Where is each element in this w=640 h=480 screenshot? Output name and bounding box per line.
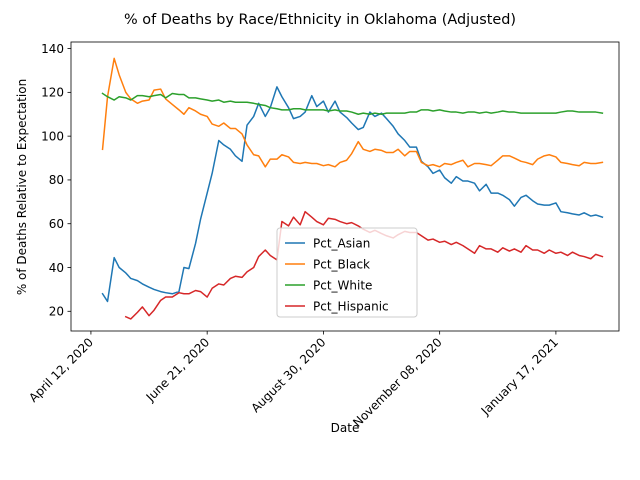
- y-axis-title: % of Deaths Relative to Expectation: [15, 79, 29, 295]
- series-line-pct-white: [101, 92, 604, 115]
- y-tick-label: 20: [49, 305, 64, 319]
- series-line-pct-black: [101, 57, 604, 168]
- axes-frame: [70, 41, 620, 332]
- legend-label: Pct_Hispanic: [313, 299, 389, 313]
- y-tick-label: 40: [49, 261, 64, 275]
- legend-label: Pct_Asian: [313, 236, 370, 250]
- legend: Pct_Asian Pct_Black Pct_White Pct_Hispanic: [276, 227, 418, 318]
- y-tick-label: 140: [41, 42, 64, 56]
- y-tick-label: 60: [49, 217, 64, 231]
- x-axis-title: Date: [331, 421, 360, 435]
- y-tick-label: 100: [41, 129, 64, 143]
- series-line-pct-asian: [101, 86, 604, 303]
- legend-label: Pct_Black: [313, 257, 370, 271]
- legend-box: [276, 227, 418, 318]
- legend-label: Pct_White: [313, 278, 372, 292]
- chart-title: % of Deaths by Race/Ethnicity in Oklahom…: [124, 12, 516, 28]
- y-tick-label: 80: [49, 173, 64, 187]
- y-tick-label: 120: [41, 86, 64, 100]
